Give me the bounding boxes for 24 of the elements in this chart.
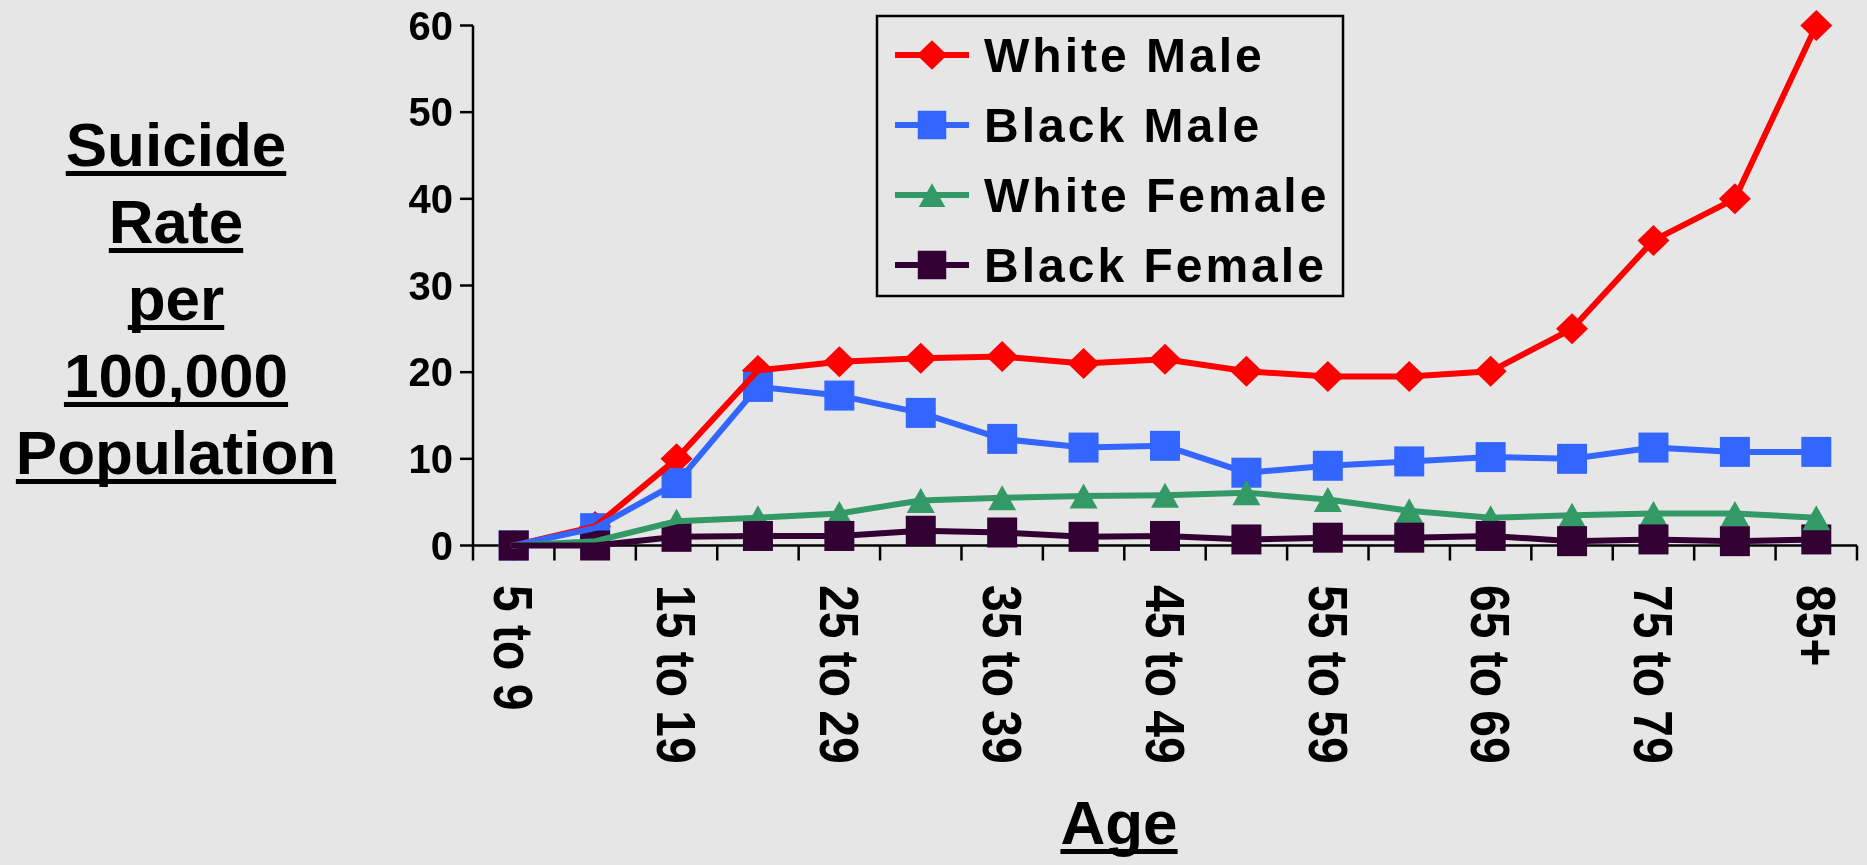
y-tick-label: 10: [408, 436, 453, 481]
point: [1802, 505, 1831, 531]
x-tick-label: 5 to 9: [482, 585, 545, 711]
x-tick-label: 85+: [1785, 585, 1848, 667]
point: [1800, 10, 1833, 41]
legend-label: White Female: [984, 168, 1330, 222]
x-tick-label: 45 to 49: [1134, 585, 1196, 764]
x-tick-label: 25 to 29: [808, 585, 871, 764]
x-tick-label: 65 to 69: [1459, 585, 1522, 764]
x-tick-label: 15 to 19: [645, 585, 708, 764]
y-tick-label: 30: [408, 263, 453, 308]
legend-label: Black Male: [984, 98, 1263, 152]
x-tick-label: 55 to 59: [1296, 585, 1359, 764]
y-tick-label: 0: [430, 523, 453, 568]
x-tick-label: 75 to 79: [1622, 585, 1685, 764]
legend-label: White Male: [984, 28, 1265, 82]
y-tick-label: 50: [408, 90, 453, 135]
y-axis-title: Suicide Rate per 100,000 Population: [15, 110, 337, 487]
point: [1801, 436, 1832, 467]
legend-label: Black Female: [984, 238, 1327, 292]
x-tick-label: 35 to 39: [971, 585, 1034, 764]
y-tick-label: 20: [408, 350, 453, 395]
y-tick-label: 40: [408, 176, 453, 221]
y-tick-label: 60: [408, 3, 453, 48]
